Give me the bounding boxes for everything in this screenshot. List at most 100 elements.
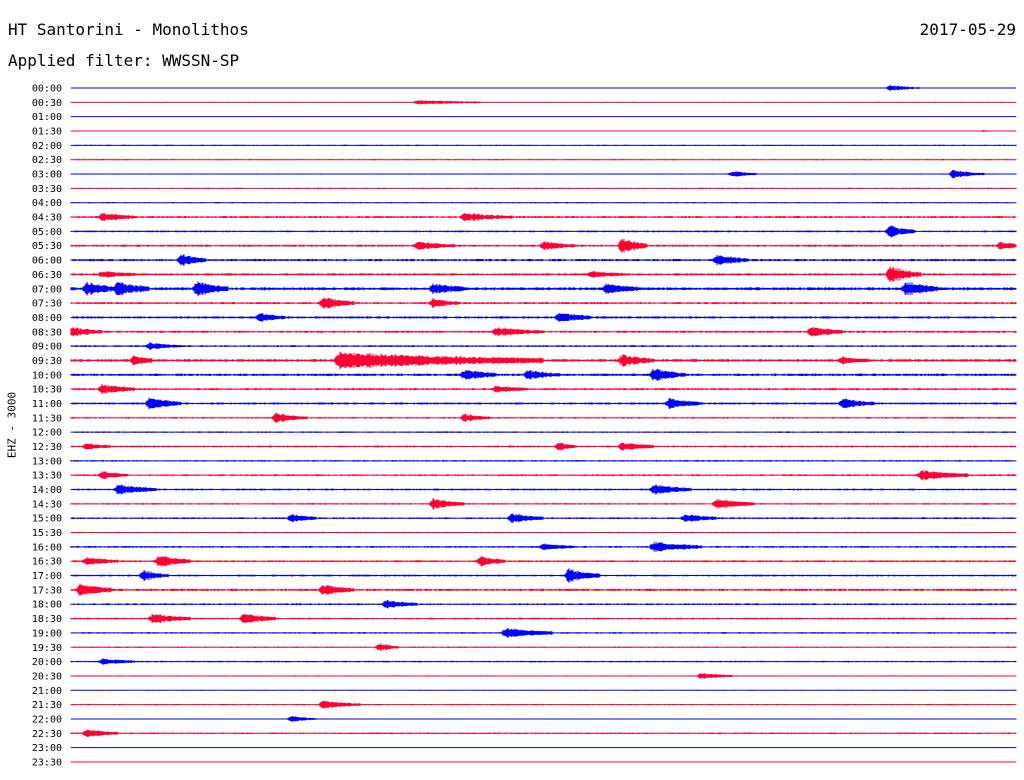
tick-label: 21:30 [32,700,62,711]
tick-label: 00:00 [32,84,62,95]
tick-label: 03:00 [32,170,62,181]
tick-label: 17:30 [32,585,62,596]
tick-label: 16:30 [32,557,62,568]
trace-line [70,254,1017,266]
trace-line [70,460,1017,462]
tick-label: 05:30 [32,241,62,252]
trace-line [70,556,1017,567]
trace-line [70,613,1017,624]
record-date: 2017-05-29 [919,20,1016,39]
trace-line [70,568,1017,583]
trace-line [70,100,1017,105]
trace-line [70,187,1017,190]
tick-label: 02:30 [32,155,62,166]
trace-line [70,144,1017,147]
tick-label: 04:00 [32,198,62,209]
tick-label: 22:30 [32,729,62,740]
station-title: HT Santorini - Monolithos [8,20,249,39]
tick-label: 13:00 [32,456,62,467]
trace-line [70,202,1017,204]
trace-line [70,351,1017,370]
tick-label: 07:30 [32,299,62,310]
trace-line [70,158,1017,161]
tick-label: 18:30 [32,614,62,625]
tick-label: 07:00 [32,284,62,295]
tick-label: 14:00 [32,485,62,496]
trace-line [70,130,1017,132]
trace-line [70,513,1017,523]
tick-label: 21:00 [32,686,62,697]
seismic-traces [70,84,1017,763]
trace-line [70,627,1017,638]
tick-label: 05:00 [32,227,62,238]
trace-line [70,368,1017,381]
trace-line [70,658,1017,666]
tick-label: 01:00 [32,112,62,123]
time-tick-labels: 00:00 00:30 01:00 01:30 02:00 02:30 03:00 03:30… [32,84,62,769]
tick-label: 00:30 [32,98,62,109]
applied-filter: Applied filter: WWSSN-SP [8,51,240,70]
trace-line [70,297,1017,309]
trace-line [70,643,1017,652]
tick-label: 19:30 [32,643,62,654]
trace-line [70,342,1017,350]
trace-line [70,266,1017,283]
trace-line [70,600,1017,609]
trace-line [70,84,1017,92]
trace-line [70,412,1017,424]
trace-line [70,169,1017,179]
tick-label: 03:30 [32,184,62,195]
trace-line [70,238,1017,253]
tick-label: 23:00 [32,743,62,754]
tick-label: 02:00 [32,141,62,152]
tick-label: 08:30 [32,327,62,338]
tick-label: 14:30 [32,499,62,510]
trace-line [70,470,1017,481]
trace-line [70,281,1017,297]
tick-label: 19:00 [32,628,62,639]
tick-label: 10:00 [32,370,62,381]
tick-label: 18:00 [32,600,62,611]
trace-line [70,313,1017,322]
trace-line [70,225,1017,238]
trace-line [70,431,1017,433]
tick-label: 11:00 [32,399,62,410]
trace-line [70,397,1017,410]
trace-line [70,541,1017,553]
tick-label: 22:00 [32,714,62,725]
trace-line [70,689,1017,691]
trace-line [70,700,1017,709]
trace-line [70,484,1017,495]
tick-label: 09:30 [32,356,62,367]
trace-line [70,747,1017,749]
trace-line [70,583,1017,597]
tick-label: 09:00 [32,342,62,353]
trace-line [70,442,1017,451]
trace-line [70,761,1017,763]
tick-label: 15:30 [32,528,62,539]
tick-label: 08:00 [32,313,62,324]
tick-label: 12:30 [32,442,62,453]
tick-label: 12:00 [32,428,62,439]
tick-label: 01:30 [32,127,62,138]
trace-line [70,531,1017,534]
tick-label: 13:30 [32,471,62,482]
trace-line [70,715,1017,722]
trace-line [70,729,1017,737]
trace-line [70,327,1017,337]
tick-label: 20:30 [32,671,62,682]
tick-label: 15:00 [32,514,62,525]
trace-line [70,498,1017,510]
tick-label: 17:00 [32,571,62,582]
tick-label: 20:00 [32,657,62,668]
tick-label: 11:30 [32,413,62,424]
tick-label: 10:30 [32,385,62,396]
tick-label: 04:30 [32,213,62,224]
tick-label: 23:30 [32,757,62,768]
tick-label: 06:00 [32,256,62,267]
trace-line [70,384,1017,395]
trace-line [70,672,1017,679]
tick-label: 16:00 [32,542,62,553]
